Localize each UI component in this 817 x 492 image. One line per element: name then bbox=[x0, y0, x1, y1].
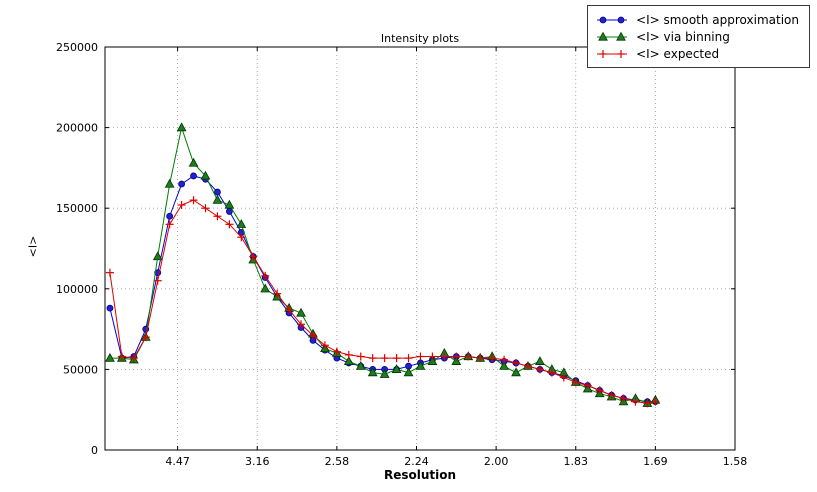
legend-item-label: <I> via binning bbox=[636, 29, 730, 44]
svg-text:3.16: 3.16 bbox=[245, 455, 270, 468]
svg-text:50000: 50000 bbox=[63, 363, 98, 376]
legend-item-label: <I> smooth approximation bbox=[636, 12, 799, 27]
svg-text:1.58: 1.58 bbox=[723, 455, 748, 468]
legend-item: <I> via binning bbox=[595, 28, 799, 45]
svg-text:1.69: 1.69 bbox=[643, 455, 668, 468]
svg-text:1.83: 1.83 bbox=[563, 455, 588, 468]
chart-title: Intensity plots bbox=[380, 32, 460, 45]
svg-text:150000: 150000 bbox=[56, 202, 98, 215]
green-triangle-marker-icon bbox=[597, 31, 628, 41]
legend-item: <I> expected bbox=[595, 45, 799, 62]
y-axis-label: <I> bbox=[26, 235, 40, 258]
x-axis-label: Resolution bbox=[383, 468, 457, 482]
svg-text:2.24: 2.24 bbox=[404, 455, 429, 468]
blue-circle-marker-icon bbox=[597, 16, 628, 23]
svg-text:250000: 250000 bbox=[56, 41, 98, 54]
svg-text:200000: 200000 bbox=[56, 122, 98, 135]
legend-item-label: <I> expected bbox=[636, 46, 720, 61]
svg-text:0: 0 bbox=[91, 444, 98, 457]
legend: <I> smooth approximation <I> via binning… bbox=[587, 5, 810, 68]
svg-text:2.58: 2.58 bbox=[325, 455, 350, 468]
svg-text:100000: 100000 bbox=[56, 283, 98, 296]
red-plus-marker-icon bbox=[597, 49, 628, 58]
svg-text:2.00: 2.00 bbox=[484, 455, 509, 468]
svg-text:4.47: 4.47 bbox=[165, 455, 190, 468]
legend-item: <I> smooth approximation bbox=[595, 11, 799, 28]
